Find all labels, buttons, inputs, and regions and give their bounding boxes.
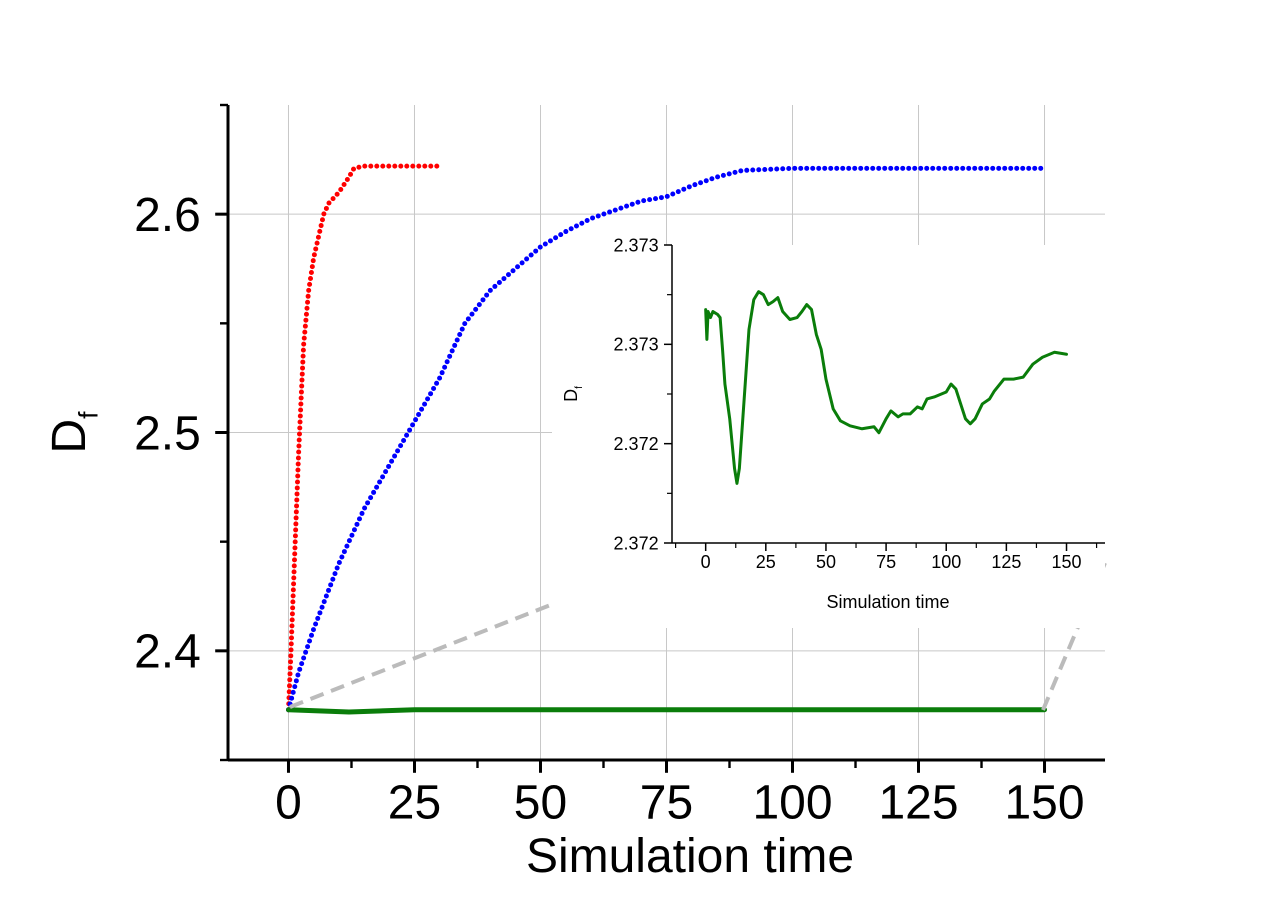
x-tick-label: 150 xyxy=(1004,776,1084,829)
x-tick-label: 25 xyxy=(388,776,441,829)
y-axis-label-subscript: f xyxy=(574,386,585,389)
y-tick-label: 2.373 xyxy=(614,335,659,355)
x-tick-label: 25 xyxy=(756,552,776,572)
y-tick-label: 2.373 xyxy=(614,235,659,255)
x-tick-label: 0 xyxy=(275,776,302,829)
x-axis-label: Simulation time xyxy=(526,830,854,883)
x-tick-label: 125 xyxy=(878,776,958,829)
y-tick-label: 2.6 xyxy=(134,189,201,242)
x-tick-label: 75 xyxy=(640,776,693,829)
y-tick-label: 2.5 xyxy=(134,407,201,460)
y-tick-label: 2.372 xyxy=(614,434,659,454)
x-tick-label: 50 xyxy=(514,776,567,829)
series-line xyxy=(704,290,1069,485)
y-tick-label: 2.4 xyxy=(134,626,201,679)
x-tick-label: 100 xyxy=(752,776,832,829)
plot: 0 25 50 75 100 125 150 2.372 2.372 2.373 2.373 Simu… xyxy=(552,235,1105,628)
x-tick-label: 100 xyxy=(931,552,961,572)
y-axis-label-subscript: f xyxy=(74,411,104,419)
x-tick-label: 50 xyxy=(816,552,836,572)
x-tick-label: 150 xyxy=(1051,552,1081,572)
x-axis-label: Simulation time xyxy=(826,592,949,612)
series-line xyxy=(285,163,443,713)
series-line xyxy=(285,707,1048,715)
inset-background xyxy=(552,245,1105,628)
y-axis-label-main: D xyxy=(561,389,581,402)
y-axis-label: Df xyxy=(43,411,104,454)
y-tick-label: 2.372 xyxy=(614,533,659,553)
y-axis-label: Df xyxy=(561,386,585,402)
y-axis-label-main: D xyxy=(43,419,96,454)
plot: 0 25 50 75 100 125 150 2.4 2.5 2.6 Simulation time… xyxy=(43,103,1105,883)
x-tick-label: 125 xyxy=(991,552,1021,572)
series-line xyxy=(285,165,1048,713)
x-tick-label: 75 xyxy=(876,552,896,572)
x-tick-label: 0 xyxy=(701,552,711,572)
